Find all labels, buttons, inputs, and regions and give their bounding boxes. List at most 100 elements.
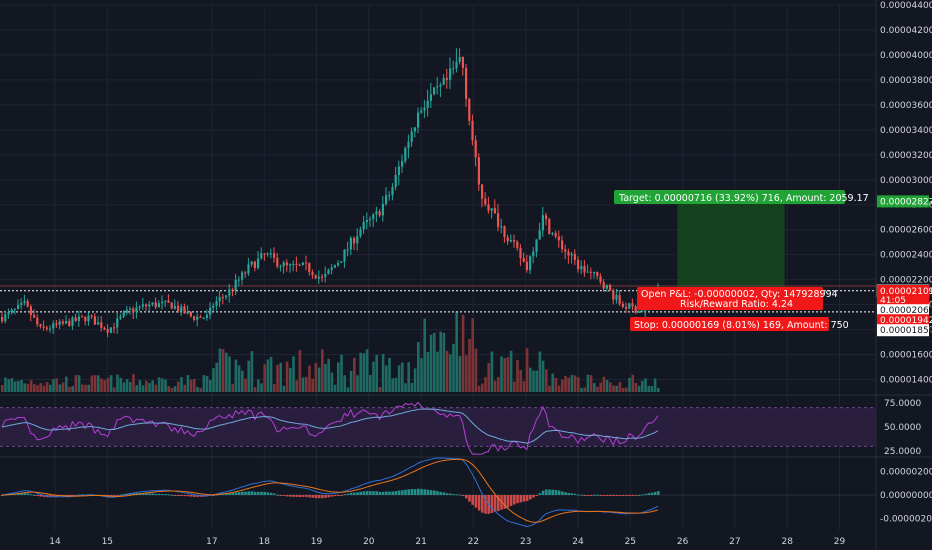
macd-histogram-bar <box>570 493 574 495</box>
candle <box>487 196 490 214</box>
candle <box>436 77 439 95</box>
candle-body <box>7 312 10 315</box>
candle <box>522 252 525 263</box>
candle-body <box>522 257 525 262</box>
candle-body <box>237 279 240 281</box>
pnl-label[interactable]: Open P&L: -0.00000002, Qty: 147928994 Ri… <box>637 287 838 310</box>
candle-body <box>394 175 397 188</box>
volume-bar <box>580 387 583 392</box>
candle <box>493 199 496 214</box>
candle <box>116 312 119 334</box>
candle <box>615 288 618 304</box>
candle <box>36 314 39 327</box>
candle-body <box>420 110 423 113</box>
volume-bar <box>125 379 129 392</box>
candle-body <box>641 310 644 312</box>
macd-histogram-bar <box>580 494 583 496</box>
candle-body <box>180 306 183 312</box>
candle-body <box>282 262 285 267</box>
candle <box>324 266 327 283</box>
candle-body <box>205 314 208 318</box>
macd-histogram-bar <box>225 493 228 495</box>
candle-body <box>618 295 621 304</box>
candle <box>135 301 138 319</box>
volume-bar <box>535 370 538 392</box>
candle <box>263 253 266 261</box>
candle <box>132 306 135 319</box>
candle <box>525 254 528 273</box>
candle <box>509 234 512 243</box>
candle-body <box>516 241 519 248</box>
stop-label[interactable]: Stop: 0.00000169 (8.01%) 169, Amount: 75… <box>630 317 849 331</box>
candle <box>100 316 103 332</box>
candle-body <box>116 318 119 328</box>
time-tick-label: 28 <box>781 537 793 547</box>
volume-bar <box>631 374 634 392</box>
macd-histogram-bar <box>52 495 55 497</box>
volume-bar <box>199 387 202 392</box>
macd-histogram-bar <box>490 495 494 513</box>
candle <box>445 68 448 89</box>
candle <box>180 303 183 316</box>
candle-body <box>410 131 413 142</box>
position-annotations[interactable]: Target: 0.00000716 (33.92%) 716, Amount:… <box>614 190 869 331</box>
macd-histogram-bar <box>193 495 196 497</box>
candle <box>241 270 244 285</box>
macd-line <box>1 457 659 528</box>
candle <box>295 256 298 272</box>
candle-body <box>125 309 128 313</box>
time-tick-label: 25 <box>625 537 636 547</box>
volume-bar <box>481 383 484 392</box>
target-label[interactable]: Target: 0.00000716 (33.92%) 716, Amount:… <box>614 190 869 204</box>
candle-body <box>215 301 218 306</box>
candle <box>260 247 263 260</box>
candle-body <box>135 307 138 313</box>
time-axis[interactable]: 14 15 17 18 19 20 21 22 23 24 25 26 27 28 29 <box>49 537 845 547</box>
candle-body <box>113 327 116 329</box>
candle <box>439 82 442 97</box>
candle <box>39 323 42 329</box>
candle <box>45 325 48 332</box>
macd-histogram-bar <box>433 490 436 495</box>
candle-body <box>631 303 634 307</box>
candle-body <box>145 304 148 307</box>
candle-body <box>87 315 90 322</box>
candle-body <box>621 303 624 307</box>
volume-bar <box>151 380 154 392</box>
candle <box>170 301 173 310</box>
macd-histogram-bar <box>340 495 343 496</box>
candle <box>548 217 551 235</box>
time-tick-label: 22 <box>468 537 479 547</box>
volume-bar <box>471 318 474 392</box>
macd-histogram-bar <box>314 495 318 499</box>
candle-body <box>372 214 375 219</box>
candlesticks[interactable] <box>1 48 660 338</box>
volume-bar <box>87 384 90 392</box>
candle-body <box>519 247 522 258</box>
candle <box>506 234 509 245</box>
volume-bar <box>500 356 503 392</box>
candle-body <box>503 226 506 238</box>
candle <box>68 318 71 327</box>
volume-bar <box>602 376 606 392</box>
macd-histogram-bar <box>39 495 42 497</box>
macd-histogram-bar <box>298 495 302 498</box>
macd-histogram-bar <box>23 493 26 495</box>
volume-bar <box>586 374 590 392</box>
candle-body <box>557 236 560 241</box>
macd-histogram-bar <box>577 494 580 496</box>
candle-body <box>305 262 308 264</box>
price-tick-label: 0.00002600 <box>880 226 932 236</box>
volume-bar <box>68 386 71 392</box>
candle-body <box>289 264 292 266</box>
candle <box>634 304 637 314</box>
candle-body <box>625 306 628 309</box>
candle-body <box>212 305 215 308</box>
macd-histogram-bar <box>273 493 276 495</box>
candle-body <box>273 253 276 258</box>
price-tag: 0.00002069 <box>877 304 932 317</box>
macd-histogram-bar <box>545 489 548 495</box>
volume-bar <box>337 362 340 392</box>
macd-histogram-bar <box>474 495 478 508</box>
